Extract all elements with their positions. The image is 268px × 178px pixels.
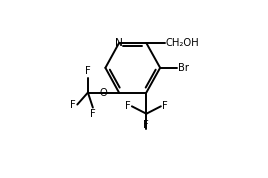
Text: F: F <box>125 101 131 111</box>
Text: F: F <box>85 66 91 76</box>
Text: F: F <box>90 109 96 119</box>
Text: F: F <box>162 101 168 111</box>
Text: O: O <box>100 88 107 98</box>
Text: F: F <box>70 100 76 109</box>
Text: Br: Br <box>178 63 189 73</box>
Text: CH₂OH: CH₂OH <box>166 38 199 48</box>
Text: F: F <box>143 120 149 130</box>
Text: N: N <box>115 38 123 48</box>
